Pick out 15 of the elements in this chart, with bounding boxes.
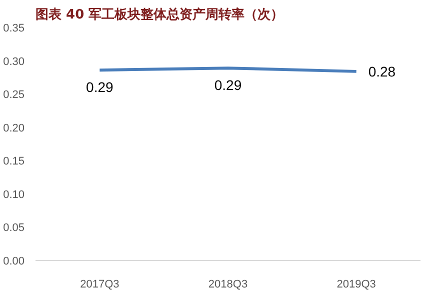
chart-title: 图表 40 军工板块整体总资产周转率（次）: [36, 6, 284, 22]
y-tick-label: 0.35: [3, 22, 25, 34]
y-tick-label: 0.25: [3, 89, 25, 102]
y-tick-label: 0.05: [3, 222, 25, 234]
y-tick-label: 0.00: [3, 256, 25, 268]
data-label: 0.29: [214, 77, 242, 94]
y-tick-label: 0.10: [3, 188, 25, 201]
x-tick-label: 2018Q3: [208, 278, 248, 290]
y-tick-label: 0.20: [3, 122, 25, 134]
x-tick-label: 2017Q3: [80, 278, 120, 290]
x-tick-label: 2019Q3: [336, 278, 376, 290]
data-label: 0.29: [86, 79, 114, 96]
y-tick-label: 0.15: [3, 156, 25, 168]
data-label: 0.28: [368, 63, 396, 80]
y-tick-label: 0.30: [3, 56, 25, 68]
